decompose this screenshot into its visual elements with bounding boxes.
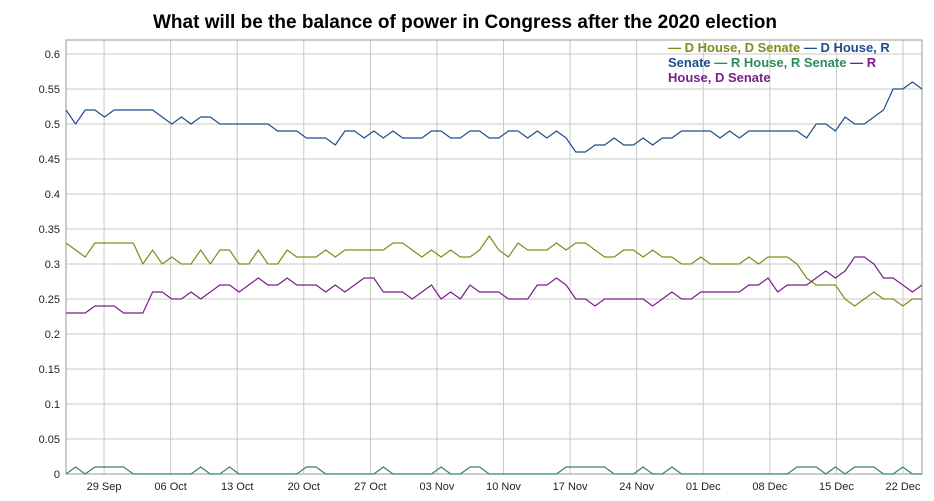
x-tick-label: 24 Nov <box>619 481 654 493</box>
legend-label: R House, R Senate <box>731 55 847 70</box>
y-tick-label: 0 <box>54 469 60 481</box>
x-tick-label: 22 Dec <box>886 481 921 493</box>
series-line-1 <box>65 235 922 307</box>
legend: — D House, D Senate — D House, R Senate —… <box>668 40 890 85</box>
x-tick-label: 03 Nov <box>420 481 455 493</box>
plot-frame <box>65 39 923 475</box>
series-line-4 <box>66 256 923 314</box>
legend-text: — D House, D Senate — D House, R Senate —… <box>668 40 890 85</box>
x-tick-label: 10 Nov <box>486 481 521 493</box>
series-line-3 <box>65 466 922 475</box>
x-tick-label: 13 Oct <box>221 481 253 493</box>
y-tick-label: 0.5 <box>45 119 60 131</box>
x-tick-label: 29 Sep <box>87 481 122 493</box>
y-tick-label: 0.2 <box>45 329 60 341</box>
x-tick-label: 20 Oct <box>288 481 320 493</box>
x-tick-label: 06 Oct <box>154 481 186 493</box>
x-tick-label: 15 Dec <box>819 481 854 493</box>
x-tick-label: 01 Dec <box>686 481 721 493</box>
y-tick-label: 0.45 <box>39 154 60 166</box>
series-lines <box>65 81 923 475</box>
axes: 0 0.05 0.1 0.15 0.2 0.25 0.3 0.35 0.4 0.45 0.5 0.55… <box>39 39 923 493</box>
y-tick-label: 0.4 <box>45 189 60 201</box>
legend-label: D House, D Senate <box>685 40 801 55</box>
y-tick-label: 0.15 <box>39 364 60 376</box>
y-tick-label: 0.55 <box>39 84 60 96</box>
x-tick-label: 17 Nov <box>553 481 588 493</box>
y-tick-label: 0.1 <box>45 399 60 411</box>
y-tick-label: 0.25 <box>39 294 60 306</box>
chart-title: What will be the balance of power in Con… <box>153 12 777 33</box>
x-tick-label: 08 Dec <box>752 481 787 493</box>
series-line-2 <box>65 81 923 153</box>
grid <box>66 40 922 475</box>
y-tick-label: 0.05 <box>39 434 60 446</box>
y-tick-label: 0.6 <box>45 49 60 61</box>
y-tick-label: 0.35 <box>39 224 60 236</box>
x-tick-label: 27 Oct <box>354 481 386 493</box>
y-tick-label: 0.3 <box>45 259 60 271</box>
